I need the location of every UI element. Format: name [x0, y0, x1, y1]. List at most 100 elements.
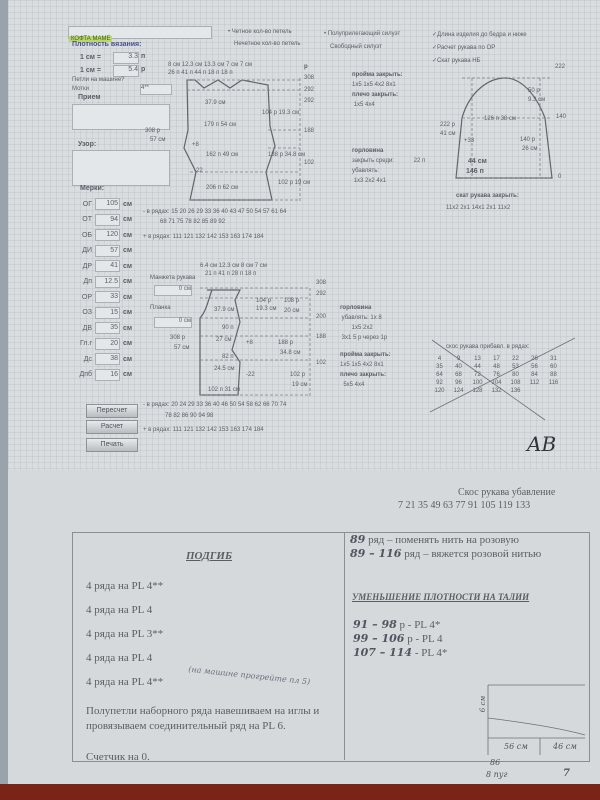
radio-semi-fitted[interactable]: • Полуприлегающий силуэт [324, 31, 401, 37]
check-sleeve-or[interactable]: ✓Расчет рукава по ОР [432, 45, 496, 51]
diagram-label: 26 см [522, 146, 538, 152]
skeins-input[interactable]: 4** [140, 84, 172, 95]
calc-button[interactable]: Расчет [86, 420, 138, 434]
measure-input[interactable]: 33 [95, 291, 120, 303]
scale-tick: 102 [304, 160, 315, 166]
measure-input[interactable]: 15 [95, 306, 120, 319]
diagram-label: 82 п [222, 354, 234, 360]
diagram-label: 57 см [174, 345, 190, 351]
back-top-cm: 8 см 12.3 см 13.3 см 7 см 7 см [168, 62, 252, 68]
table-cell: 120 [434, 388, 445, 394]
measure-label: Дпб [79, 371, 92, 378]
measure-unit: см [123, 355, 133, 363]
diagram-label: 104 р [256, 298, 272, 304]
print-button[interactable]: Печать [86, 438, 138, 452]
measure-unit: см [123, 247, 133, 254]
front-top-cm: 6.4 см 12.3 см 8 см 7 см [200, 263, 267, 269]
table-cell: 60 [550, 364, 557, 370]
sleeve-cap-values: 11x2 2x1 14x1 2x1 11x2 [446, 205, 511, 211]
measure-input[interactable]: 16 [95, 368, 120, 381]
measure-input[interactable]: 38 [95, 353, 120, 365]
sketch-label: 86 [490, 758, 501, 767]
measure-unit: см [123, 371, 133, 378]
measure-input[interactable]: 12.5 [95, 275, 120, 288]
table-cell: 48 [493, 364, 500, 370]
measure-label: ОТ [82, 216, 92, 223]
measure-input[interactable]: 35 [95, 322, 120, 334]
title-input[interactable]: КОФТА МАМЕ [68, 26, 212, 42]
radio-even-stitches[interactable]: • Четное кол-во петель [228, 29, 292, 35]
table-cell: 76 [493, 372, 500, 378]
radio-loose[interactable]: Свободный силуэт [330, 44, 383, 50]
sleeve-decrease-title: Скос рукава убавление [458, 487, 556, 498]
measure-label: ДИ [82, 247, 92, 254]
table-row: 92 96 100 104 108 112 116 [430, 379, 563, 387]
measure-input[interactable]: 94 [95, 213, 120, 226]
measures-heading: Мерки: [80, 185, 105, 192]
scale-tick: 308 [304, 75, 315, 81]
hem-line: 4 ряда на PL 4 [86, 604, 153, 616]
measure-input[interactable]: 120 [95, 229, 120, 241]
machine-label: Петли на машине? [72, 77, 125, 83]
measure-row: ОБ 120 см [70, 229, 132, 241]
counter-text: Счетчик на 0. [86, 751, 150, 763]
diagram-label: 19 см [292, 382, 308, 388]
back-minus-rows: - в рядах: 15 20 26 29 33 36 40 43 47 50… [143, 209, 287, 215]
check-length[interactable]: ✓Длина изделия до бедра и ниже [432, 32, 527, 38]
color-line: 89 – 116 ряд – вяжется розовой нитью [350, 547, 542, 560]
diagram-label: 140 р [520, 137, 536, 143]
diagram-label: 126 п 38 см [484, 116, 517, 122]
back-outline [183, 79, 276, 201]
diagram-label: 102 п 31 см [208, 387, 241, 393]
cast-on-textarea[interactable] [72, 104, 170, 130]
measure-input[interactable]: 57 [95, 244, 120, 257]
diagram-label: 27 см [216, 337, 232, 343]
measure-unit: см [123, 309, 133, 316]
front-plus-rows: + в рядах: 111 121 132 142 153 163 174 1… [143, 427, 264, 433]
diagram-label: 20 см [284, 308, 300, 314]
table-cell: 22 [512, 356, 519, 362]
signature: AB [527, 432, 557, 456]
measure-input[interactable]: 105 [95, 198, 120, 210]
scale-tick: 140 [556, 114, 567, 120]
radio-odd-stitches[interactable]: Нечетное кол-во петель [234, 41, 301, 47]
diagram-label: 37.9 см [205, 100, 226, 106]
measure-input[interactable]: 41 [95, 260, 120, 272]
table-cell: 17 [493, 356, 500, 362]
unit-label: р [141, 66, 146, 73]
diagram-label: 34.8 см [280, 350, 301, 356]
table-cell: 84 [531, 372, 538, 378]
rows-axis-label: р [304, 64, 308, 70]
scale-tick: 222 [555, 64, 566, 70]
check-sleeve-cap[interactable]: ✓Скат рукава НБ [432, 58, 481, 64]
measure-row: ДИ 57 см [70, 244, 133, 257]
measure-row: ДВ 35 см [70, 322, 132, 334]
measure-label: Дп [83, 278, 92, 285]
skeins-label: Мотки [72, 86, 89, 92]
front-armhole-instructions: пройма закрыть: 1x5 1x5 4x2 8x1 плечо закр… [340, 352, 391, 388]
density-stitches-input[interactable]: 3.3 [113, 52, 139, 64]
measure-input[interactable]: 20 [95, 337, 120, 350]
diagram-label: 9.3 см [528, 97, 546, 103]
diagram-label: 162 п 49 см [206, 152, 239, 158]
density-rows-input[interactable]: 5.4 [113, 65, 139, 77]
table-cell: 92 [436, 380, 443, 386]
cuff-input[interactable]: 0 см [154, 285, 192, 296]
band-input[interactable]: 0 см [154, 317, 192, 328]
table-cell: 64 [436, 372, 443, 378]
diagram-label: 41 см [440, 131, 456, 137]
hem-line: 4 ряда на PL 3** [86, 628, 164, 640]
cuff-label: Манжета рукава [150, 275, 196, 281]
pattern-label: Узор: [78, 141, 97, 148]
pattern-textarea[interactable] [72, 150, 170, 186]
recalc-button[interactable]: Пересчет [86, 404, 138, 418]
sleeve-cap-title: скат рукава закрыть: [456, 193, 519, 199]
diagram-label: 206 п 62 см [206, 185, 239, 191]
diagram-label: 308 р [170, 335, 186, 341]
measure-row: Гл.г 20 см [70, 337, 132, 350]
diagram-label: 102 р [290, 372, 306, 378]
hem-line: 4 ряда на PL 4** [86, 580, 164, 592]
measure-row: Дс 38 см [70, 353, 132, 365]
